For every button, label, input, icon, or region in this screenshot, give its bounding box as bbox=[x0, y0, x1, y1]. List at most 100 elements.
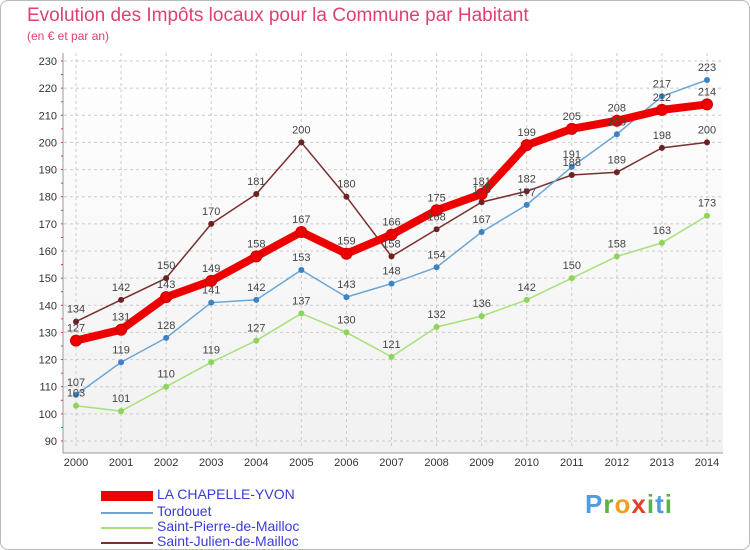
data-point bbox=[433, 226, 440, 233]
data-label: 173 bbox=[698, 198, 716, 210]
data-label: 142 bbox=[112, 282, 130, 294]
data-label: 175 bbox=[427, 192, 445, 204]
logo-letter: t bbox=[655, 489, 665, 519]
chart-title: Evolution des Impôts locaux pour la Comm… bbox=[27, 5, 529, 26]
logo-letter: x bbox=[631, 489, 647, 519]
data-label: 134 bbox=[67, 304, 85, 316]
data-point bbox=[298, 267, 305, 273]
data-label: 137 bbox=[292, 295, 310, 307]
y-tick-label: 100 bbox=[39, 409, 57, 421]
data-point bbox=[704, 139, 710, 146]
data-label: 130 bbox=[337, 314, 355, 326]
y-tick-label: 120 bbox=[39, 355, 57, 367]
data-point bbox=[658, 93, 665, 100]
data-point bbox=[343, 294, 350, 301]
data-point bbox=[70, 334, 82, 347]
data-point bbox=[430, 204, 443, 217]
data-label: 103 bbox=[67, 388, 85, 400]
y-tick-label: 130 bbox=[39, 327, 57, 339]
logo-letter: P bbox=[585, 489, 604, 519]
chart-subtitle: (en € et par an) bbox=[27, 29, 110, 43]
data-label: 181 bbox=[472, 176, 490, 188]
x-tick-label: 2013 bbox=[650, 457, 674, 469]
data-label: 167 bbox=[472, 214, 490, 226]
data-label: 158 bbox=[608, 238, 626, 250]
data-point bbox=[704, 77, 710, 83]
y-tick-label: 150 bbox=[39, 273, 57, 285]
x-tick-label: 2012 bbox=[605, 457, 629, 469]
data-label: 200 bbox=[292, 124, 310, 136]
data-label: 159 bbox=[337, 236, 355, 248]
data-label: 110 bbox=[157, 369, 175, 381]
data-point bbox=[208, 359, 215, 366]
y-tick-label: 230 bbox=[39, 56, 57, 68]
legend-label: Saint-Pierre-de-Mailloc bbox=[157, 518, 300, 534]
data-label: 158 bbox=[382, 238, 400, 250]
data-point bbox=[568, 163, 575, 170]
data-point bbox=[343, 329, 350, 336]
data-point bbox=[523, 296, 530, 303]
logo-letter: r bbox=[603, 489, 615, 519]
data-point bbox=[118, 296, 125, 303]
y-tick-label: 190 bbox=[39, 165, 57, 177]
data-point bbox=[478, 229, 485, 235]
x-tick-label: 2000 bbox=[64, 457, 88, 469]
data-label: 198 bbox=[653, 130, 671, 142]
data-point bbox=[118, 359, 125, 366]
data-label: 203 bbox=[608, 116, 626, 128]
x-tick-label: 2005 bbox=[289, 457, 313, 469]
y-tick-label: 90 bbox=[45, 436, 57, 448]
data-label: 205 bbox=[563, 111, 581, 123]
legend-swatch-la-chapelle-yvon bbox=[101, 491, 153, 501]
data-label: 166 bbox=[382, 217, 400, 229]
data-label: 189 bbox=[608, 154, 626, 166]
legend-swatch-saint-julien-de-mailloc bbox=[101, 542, 153, 544]
x-tick-label: 2003 bbox=[199, 457, 223, 469]
data-label: 153 bbox=[292, 252, 310, 264]
data-label: 148 bbox=[382, 266, 400, 278]
data-point bbox=[658, 239, 665, 246]
data-label: 136 bbox=[472, 298, 490, 310]
data-label: 107 bbox=[67, 377, 85, 389]
data-label: 191 bbox=[563, 149, 581, 161]
legend-label: LA CHAPELLE-YVON bbox=[157, 486, 295, 502]
data-label: 182 bbox=[518, 173, 536, 185]
data-point bbox=[208, 220, 215, 227]
data-point bbox=[478, 313, 485, 320]
data-point bbox=[115, 323, 128, 336]
data-label: 181 bbox=[247, 176, 265, 188]
data-point bbox=[73, 391, 79, 398]
data-point bbox=[433, 324, 440, 330]
data-label: 214 bbox=[698, 86, 716, 98]
logo-letter: i bbox=[646, 489, 656, 519]
data-label: 101 bbox=[112, 393, 130, 405]
data-point bbox=[298, 139, 305, 146]
data-label: 131 bbox=[112, 312, 130, 324]
data-label: 141 bbox=[202, 285, 220, 297]
y-tick-label: 200 bbox=[39, 137, 57, 149]
data-point bbox=[298, 310, 305, 317]
data-point bbox=[655, 103, 668, 116]
legend-label: Saint-Julien-de-Mailloc bbox=[157, 533, 299, 549]
data-label: 150 bbox=[157, 260, 175, 272]
data-label: 158 bbox=[247, 238, 265, 250]
data-point bbox=[520, 139, 533, 152]
data-label: 154 bbox=[427, 249, 445, 261]
x-tick-label: 2011 bbox=[560, 457, 584, 469]
x-tick-label: 2007 bbox=[379, 457, 403, 469]
data-label: 142 bbox=[247, 282, 265, 294]
data-point bbox=[160, 291, 173, 304]
data-point bbox=[205, 274, 218, 287]
data-point bbox=[613, 131, 620, 138]
data-label: 223 bbox=[698, 62, 716, 74]
data-point bbox=[118, 408, 125, 415]
y-tick-label: 170 bbox=[39, 219, 57, 231]
data-label: 127 bbox=[67, 323, 85, 335]
data-point bbox=[704, 212, 710, 219]
x-tick-label: 2001 bbox=[109, 457, 133, 469]
data-label: 188 bbox=[563, 157, 581, 169]
data-point bbox=[388, 353, 395, 360]
data-label: 127 bbox=[247, 323, 265, 335]
data-label: 128 bbox=[157, 320, 175, 332]
